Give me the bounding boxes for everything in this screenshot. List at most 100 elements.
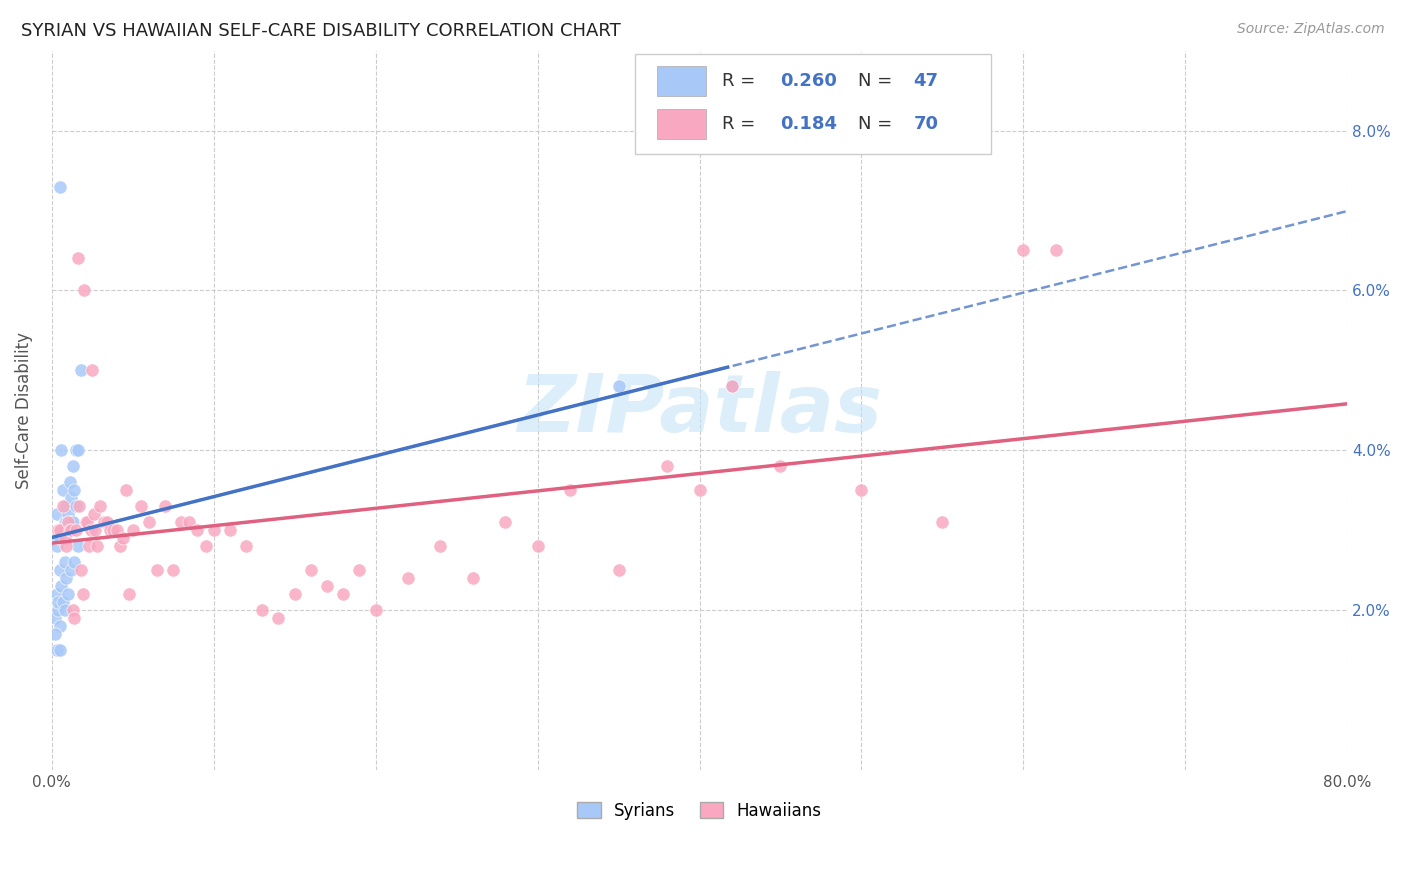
Text: R =: R = [721, 115, 761, 133]
Point [60, 515, 83, 529]
Point [46, 523, 69, 537]
Point [45, 643, 67, 657]
Point [66, 252, 89, 266]
Point [1045, 244, 1067, 258]
Point [689, 483, 711, 498]
Point [56, 515, 79, 529]
Text: 0.260: 0.260 [780, 72, 837, 90]
Point [111, 531, 134, 545]
Point [129, 500, 152, 514]
Point [44, 627, 66, 641]
Point [45, 508, 67, 522]
Point [49, 619, 72, 633]
Point [118, 587, 141, 601]
Point [60, 523, 83, 537]
Point [396, 571, 419, 585]
Point [52, 595, 75, 609]
Point [86, 539, 108, 553]
Point [46, 603, 69, 617]
Point [56, 587, 79, 601]
Point [721, 379, 744, 393]
Point [1012, 244, 1035, 258]
Point [52, 500, 75, 514]
Y-axis label: Self-Care Disability: Self-Care Disability [15, 332, 32, 489]
Point [655, 459, 678, 474]
Point [49, 523, 72, 537]
Point [252, 603, 274, 617]
Point [267, 611, 290, 625]
FancyBboxPatch shape [657, 66, 706, 96]
Point [103, 523, 125, 537]
Point [65, 443, 87, 458]
Point [73, 284, 96, 298]
Point [98, 523, 121, 537]
Point [53, 603, 76, 617]
Point [65, 523, 87, 537]
Point [55, 539, 77, 553]
Point [63, 611, 86, 625]
Point [186, 523, 208, 537]
Text: 0.184: 0.184 [780, 115, 837, 133]
Point [316, 579, 339, 593]
Point [153, 500, 176, 514]
Point [46, 531, 69, 545]
Point [53, 555, 76, 569]
Point [66, 443, 89, 458]
Point [62, 515, 84, 529]
Point [607, 379, 630, 393]
Point [607, 563, 630, 577]
Point [138, 515, 160, 529]
Point [494, 515, 516, 529]
Text: ZIPatlas: ZIPatlas [517, 371, 882, 450]
Point [70, 363, 93, 377]
Point [49, 643, 72, 657]
Point [58, 523, 80, 537]
Point [146, 563, 169, 577]
Point [96, 515, 118, 529]
Point [79, 523, 101, 537]
Text: N =: N = [858, 72, 897, 90]
Point [58, 515, 80, 529]
Legend: Syrians, Hawaiians: Syrians, Hawaiians [571, 795, 828, 826]
Text: SYRIAN VS HAWAIIAN SELF-CARE DISABILITY CORRELATION CHART: SYRIAN VS HAWAIIAN SELF-CARE DISABILITY … [21, 22, 621, 40]
Point [105, 523, 128, 537]
Point [72, 587, 94, 601]
Point [66, 539, 89, 553]
Point [76, 515, 98, 529]
Point [45, 587, 67, 601]
Point [121, 523, 143, 537]
Point [84, 523, 107, 537]
Text: Source: ZipAtlas.com: Source: ZipAtlas.com [1237, 22, 1385, 37]
Point [349, 563, 371, 577]
Point [65, 500, 87, 514]
Text: 47: 47 [914, 72, 938, 90]
Point [70, 563, 93, 577]
Point [60, 563, 83, 577]
Point [461, 571, 484, 585]
Point [931, 515, 953, 529]
Point [429, 539, 451, 553]
Point [219, 523, 242, 537]
Point [769, 459, 792, 474]
Text: N =: N = [858, 115, 897, 133]
Point [332, 587, 354, 601]
Point [721, 379, 744, 393]
Point [194, 539, 217, 553]
Point [170, 515, 193, 529]
Point [55, 515, 77, 529]
Point [235, 539, 257, 553]
Point [75, 515, 97, 529]
Text: R =: R = [721, 72, 761, 90]
Point [53, 515, 76, 529]
Point [162, 563, 184, 577]
Point [284, 587, 307, 601]
Point [55, 571, 77, 585]
Point [60, 491, 83, 506]
Point [89, 500, 111, 514]
Point [62, 603, 84, 617]
Point [49, 523, 72, 537]
Point [63, 555, 86, 569]
FancyBboxPatch shape [657, 109, 706, 139]
Point [526, 539, 548, 553]
Point [83, 508, 105, 522]
